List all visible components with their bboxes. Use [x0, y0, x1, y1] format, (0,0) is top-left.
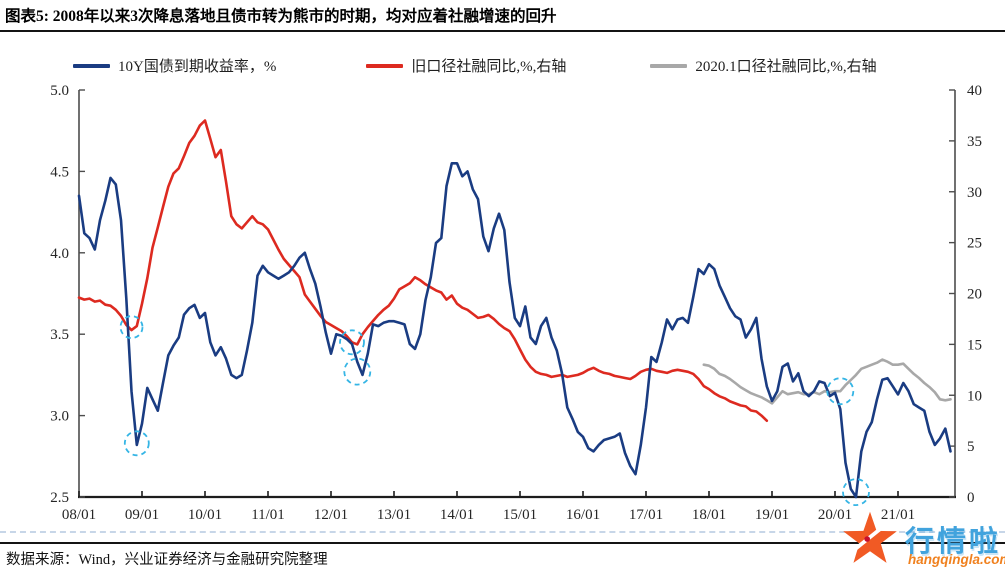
faint-dashed-divider [0, 531, 1005, 533]
highlight-circle [119, 315, 144, 340]
y-left-tick-label: 2.5 [50, 490, 69, 506]
y-left-tick-label: 3.5 [50, 327, 69, 343]
highlight-circle [339, 329, 365, 356]
legend-label-old-tsf: 旧口径社融同比,%,右轴 [411, 59, 567, 75]
y-left-tick-label: 4.0 [50, 246, 69, 262]
watermark: 行情啦 hangqingla.com [838, 508, 1005, 570]
y-right-tick-label: 15 [967, 337, 982, 353]
highlight-circle [343, 357, 372, 386]
series-line-1 [77, 119, 769, 423]
legend-item-old-tsf: 旧口径社融同比,%,右轴 [366, 55, 566, 76]
y-right-tick-label: 40 [967, 83, 982, 99]
x-tick-label: 09/01 [125, 507, 159, 523]
y-right-tick-label: 5 [967, 439, 975, 455]
x-tick-label: 19/01 [755, 507, 789, 523]
x-tick-label: 14/01 [440, 507, 474, 523]
x-tick-label: 20/01 [818, 507, 852, 523]
legend-swatch-gray-line [650, 63, 688, 68]
x-tick-label: 08/01 [62, 507, 96, 523]
y-left-tick-label: 5.0 [50, 83, 69, 99]
y-left-tick-label: 4.5 [50, 164, 69, 180]
y-right-tick-label: 25 [967, 236, 982, 252]
series-line-2 [702, 358, 952, 405]
hangqingla-logo-star-icon [843, 511, 897, 563]
series-line-0 [77, 162, 952, 499]
source-divider [0, 542, 1005, 544]
legend-label-new-tsf: 2020.1口径社融同比,%,右轴 [695, 59, 877, 75]
y-right-tick-label: 0 [967, 490, 975, 506]
legend-item-new-tsf: 2020.1口径社融同比,%,右轴 [650, 55, 877, 76]
title-divider [0, 30, 1005, 32]
highlight-circle [826, 377, 855, 406]
y-right-tick-label: 10 [967, 388, 982, 404]
watermark-domain-text: hangqingla.com [908, 552, 1005, 567]
x-tick-label: 13/01 [377, 507, 411, 523]
y-right-tick-label: 20 [967, 287, 982, 303]
y-right-tick-label: 35 [967, 134, 982, 150]
x-tick-label: 15/01 [503, 507, 537, 523]
highlight-circle [842, 478, 870, 507]
chart-legend: 10Y国债到期收益率，% 旧口径社融同比,%,右轴 2020.1口径社融同比,%… [73, 55, 877, 76]
data-source-note: 数据来源：Wind，兴业证券经济与金融研究院整理 [6, 552, 328, 568]
x-tick-label: 12/01 [314, 507, 348, 523]
highlight-circle [123, 430, 150, 457]
chart-title: 图表5: 2008年以来3次降息落地且债市转为熊市的时期，均对应着社融增速的回升 [5, 8, 557, 25]
legend-item-10y-yield: 10Y国债到期收益率，% [73, 55, 276, 76]
x-tick-label: 10/01 [188, 507, 222, 523]
y-right-tick-label: 30 [967, 185, 982, 201]
x-tick-label: 21/01 [881, 507, 915, 523]
x-tick-label: 18/01 [692, 507, 726, 523]
legend-swatch-red-line [366, 63, 404, 68]
x-tick-label: 17/01 [629, 507, 663, 523]
x-tick-label: 16/01 [566, 507, 600, 523]
legend-label-10y-yield: 10Y国债到期收益率，% [118, 59, 277, 75]
y-left-tick-label: 3.0 [50, 409, 69, 425]
legend-swatch-blue-line [73, 63, 110, 68]
x-tick-label: 11/01 [251, 507, 285, 523]
watermark-brand-text: 行情啦 [905, 526, 1002, 558]
